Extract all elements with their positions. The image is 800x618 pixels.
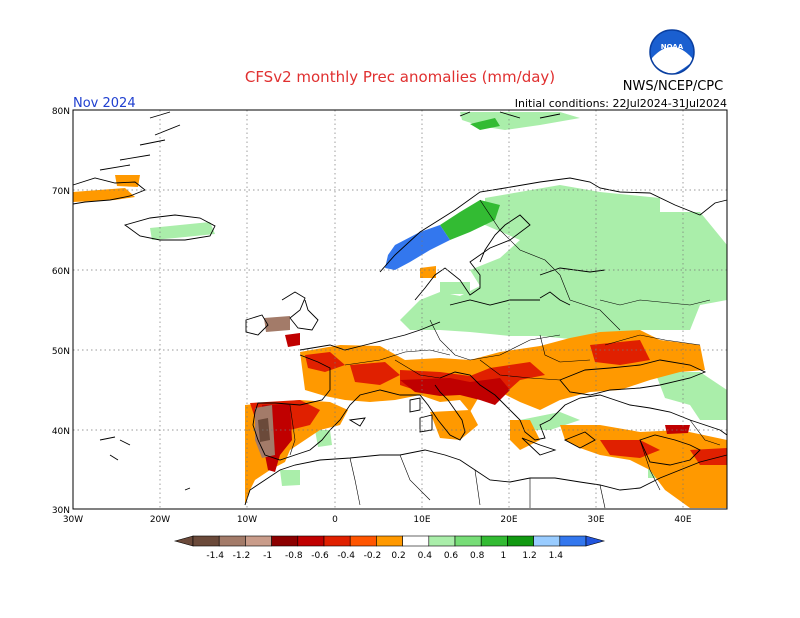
colorbar-low-arrow — [173, 535, 194, 547]
country-borders — [289, 199, 721, 509]
colorbar-label: -1 — [263, 551, 272, 561]
colorbar-label: -0.2 — [364, 551, 382, 561]
coastlines — [72, 111, 728, 506]
colorbar-swatch — [218, 535, 246, 547]
colorbar-swatch — [245, 535, 272, 547]
colorbar-label: 1.2 — [522, 551, 536, 561]
colorbar-swatch — [402, 535, 430, 547]
lat-label: 60N — [52, 267, 70, 277]
initial-conditions: Initial conditions: 22Jul2024-31Jul2024 — [515, 97, 727, 110]
lat-label: 30N — [52, 506, 70, 516]
colorbar-swatch — [349, 535, 377, 547]
colorbar-label: -0.8 — [285, 551, 303, 561]
colorbar-swatch — [192, 535, 220, 547]
map-frame — [72, 109, 728, 510]
lon-label: 30W — [63, 515, 83, 525]
lon-label: 40E — [674, 515, 691, 525]
strong-wet-regions — [440, 118, 500, 240]
map-area — [72, 109, 728, 510]
lon-label: 10W — [237, 515, 257, 525]
colorbar-swatch — [376, 535, 403, 547]
lat-label: 80N — [52, 107, 70, 117]
logo-text: NOAA — [661, 43, 684, 51]
colorbar-label: -1.4 — [206, 551, 224, 561]
very-wet-regions — [385, 225, 450, 270]
colorbar-swatch — [271, 535, 299, 547]
lon-label: 20W — [150, 515, 170, 525]
lon-label: 30E — [587, 515, 604, 525]
colorbar: -1.4 -1.2 -1 -0.8 -0.6 -0.4 -0.2 0.2 0.4 0.6 0.8 1 1… — [173, 535, 606, 561]
colorbar-high-arrow — [585, 535, 606, 547]
lat-label: 40N — [52, 427, 70, 437]
colorbar-label: 0.8 — [470, 551, 485, 561]
agency-label: NWS/NCEP/CPC — [623, 79, 723, 94]
darkest-dry-regions — [258, 418, 270, 442]
map-title: CFSv2 monthly Prec anomalies (mm/day) — [245, 68, 555, 86]
graticule — [73, 110, 727, 509]
colorbar-swatch — [297, 535, 325, 547]
colorbar-swatch — [480, 535, 508, 547]
lon-label: 20E — [500, 515, 517, 525]
colorbar-label: 0.2 — [391, 551, 405, 561]
colorbar-label: -0.4 — [337, 551, 355, 561]
colorbar-label: -1.2 — [233, 551, 251, 561]
colorbar-label: -0.6 — [311, 551, 329, 561]
colorbar-swatch — [559, 535, 587, 547]
longitude-labels: 30W 20W 10W 0 10E 20E 30E 40E — [63, 515, 692, 525]
colorbar-label: 1 — [501, 551, 507, 561]
noaa-logo: NOAA — [649, 29, 695, 75]
colorbar-swatch — [323, 535, 351, 547]
lon-label: 10E — [413, 515, 430, 525]
colorbar-label: 0.4 — [418, 551, 433, 561]
lon-label: 0 — [332, 515, 338, 525]
colorbar-label: 1.4 — [549, 551, 564, 561]
colorbar-label: 0.6 — [444, 551, 459, 561]
colorbar-swatch — [507, 535, 534, 547]
colorbar-swatch — [454, 535, 482, 547]
colorbar-swatch — [533, 535, 561, 547]
lat-label: 50N — [52, 347, 70, 357]
latitude-labels: 80N 70N 60N 50N 40N 30N — [52, 107, 70, 516]
lat-label: 70N — [52, 187, 70, 197]
colorbar-swatch — [428, 535, 456, 547]
forecast-month: Nov 2024 — [73, 96, 136, 111]
